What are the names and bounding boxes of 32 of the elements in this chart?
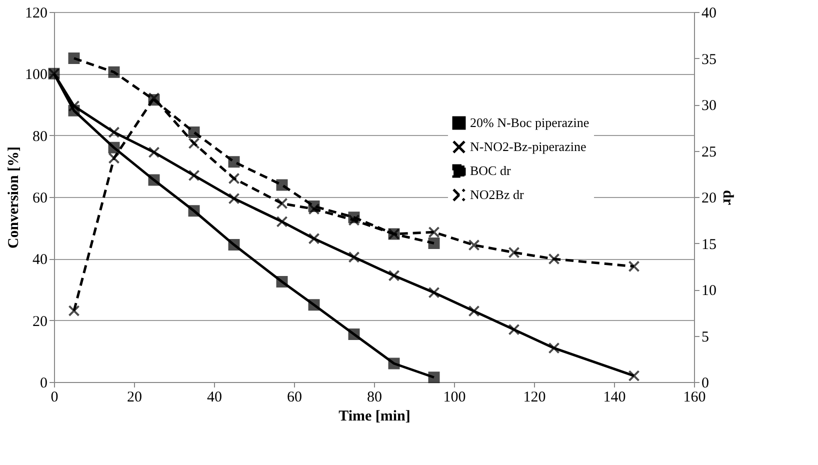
- x-axis-title: Time [min]: [338, 408, 410, 424]
- y-tick-label: 60: [32, 190, 48, 206]
- x-tick-label: 100: [443, 390, 466, 406]
- y2-tick-label: 10: [702, 283, 716, 299]
- y-tick-label: 40: [32, 252, 48, 268]
- x-tick-label: 120: [523, 390, 546, 406]
- y-axis-title: Conversion [%]: [6, 146, 22, 249]
- y2-tick-label: 15: [702, 236, 716, 253]
- y-tick-label: 20: [32, 314, 48, 330]
- y2-tick-label: 35: [702, 52, 716, 68]
- x-tick-label: 80: [367, 390, 382, 406]
- x-tick-label: 0: [50, 390, 58, 406]
- legend-label: NO2Bz dr: [470, 187, 524, 202]
- legend-label: 20% N-Boc piperazine: [470, 115, 590, 130]
- y-tick-label: 0: [40, 376, 48, 392]
- x-tick-label: 40: [207, 390, 222, 406]
- x-tick-label: 20: [127, 390, 142, 406]
- x-tick-label: 160: [683, 390, 706, 406]
- y2-tick-label: 40: [702, 6, 716, 22]
- y2-axis-title: dr: [720, 190, 736, 206]
- y2-tick-label: 20: [702, 190, 716, 206]
- y-tick-label: 80: [32, 128, 48, 145]
- legend-label: BOC dr: [470, 163, 512, 178]
- y2-tick-label: 30: [702, 98, 716, 114]
- y2-tick-label: 5: [702, 329, 709, 346]
- y2-tick-label: 0: [702, 376, 709, 392]
- y-tick-label: 120: [25, 6, 48, 22]
- y2-tick-label: 25: [702, 144, 716, 160]
- y-tick-label: 100: [25, 67, 48, 84]
- legend-label: N-NO2-Bz-piperazine: [470, 139, 586, 154]
- x-tick-label: 140: [603, 390, 626, 406]
- x-tick-label: 60: [287, 390, 302, 406]
